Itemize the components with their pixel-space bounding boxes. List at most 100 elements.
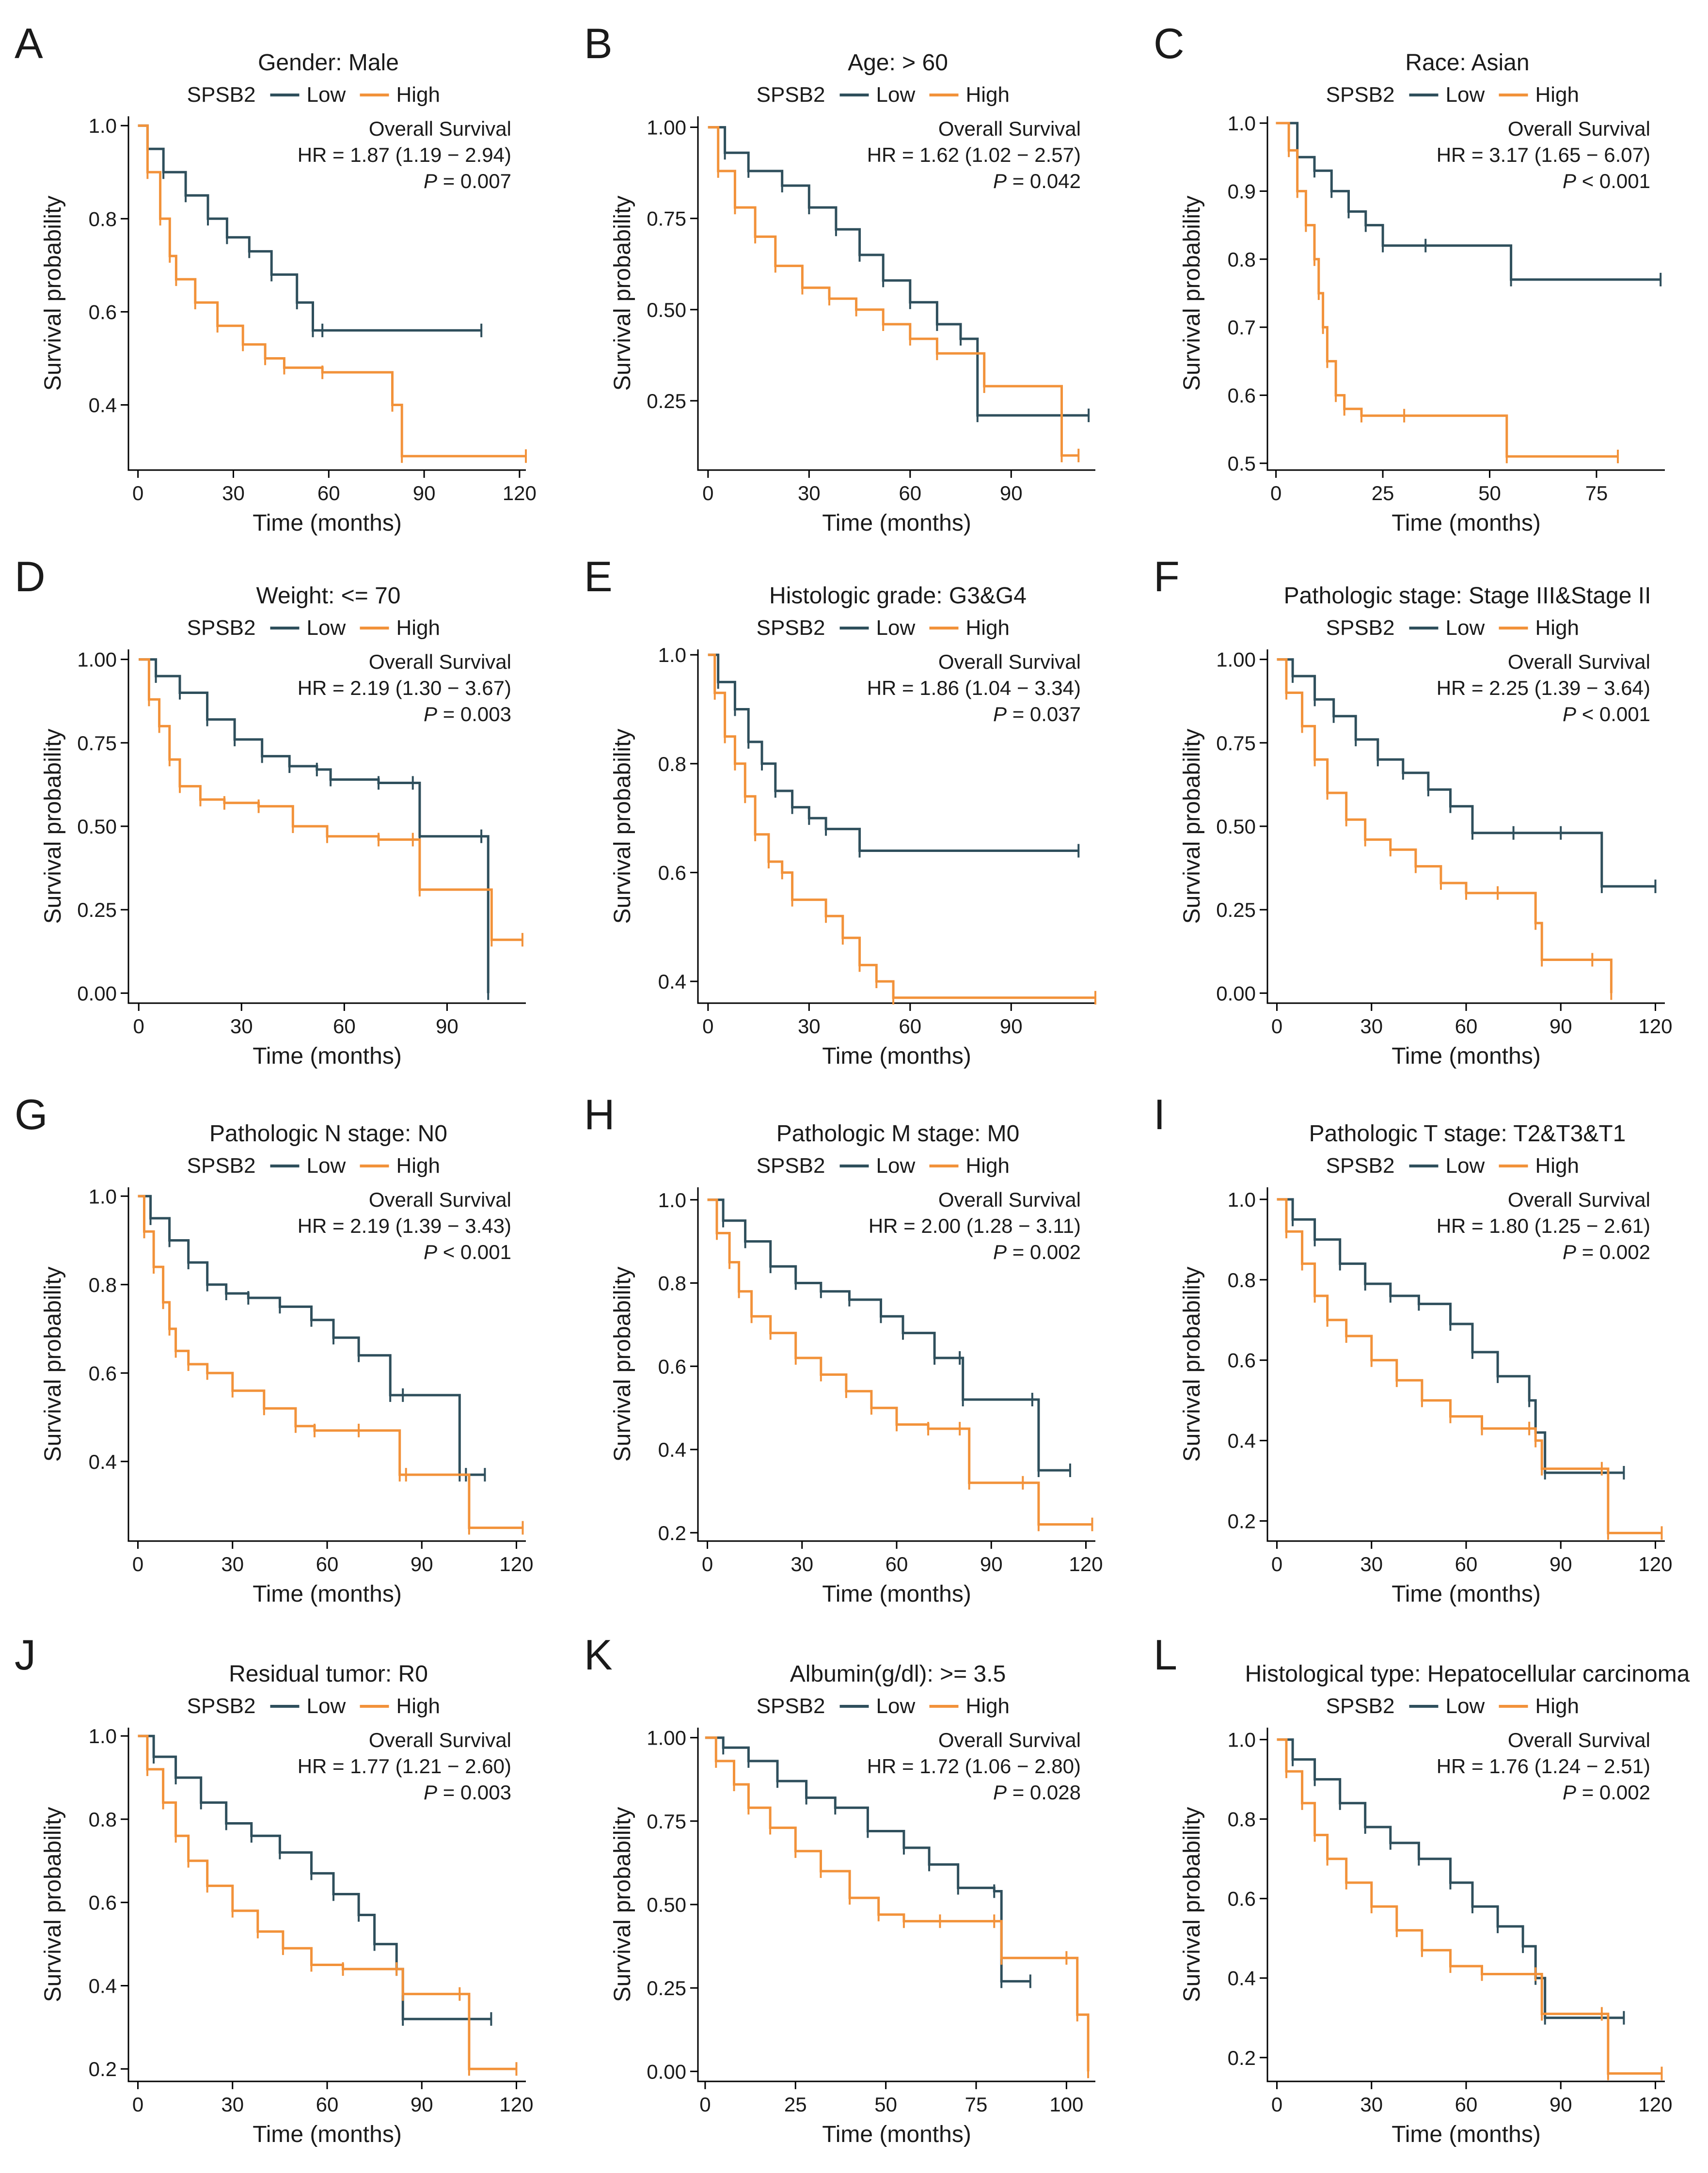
annotation-title: Overall Survival [369,1729,511,1751]
legend-title: SPSB2 [187,1694,256,1718]
legend: SPSB2 Low High [757,616,1010,640]
axes [697,116,1095,471]
y-tick-label: 0.75 [77,732,117,755]
legend-label-high: High [966,1694,1010,1718]
legend-title: SPSB2 [1326,1154,1395,1178]
p-value-text: = 0.002 [1576,1241,1650,1263]
series-line-high [1277,1738,1662,2075]
legend: SPSB2 Low High [757,1154,1010,1178]
legend: SPSB2 Low High [757,83,1010,107]
x-tick-label: 0 [702,1553,713,1575]
annotation-title: Overall Survival [938,1729,1081,1751]
axes [1266,1187,1665,1542]
hazard-ratio: HR = 1.86 (1.04 − 3.34) [867,677,1081,699]
p-symbol: P [993,703,1007,725]
x-tick-label: 0 [132,1553,143,1575]
x-tick-label: 0 [702,1015,713,1038]
x-axis-label: Time (months) [1392,2122,1541,2147]
p-value: P = 0.007 [424,170,511,192]
x-tick-label: 60 [899,1015,921,1038]
x-tick-label: 120 [499,2093,533,2116]
legend-label-high: High [1535,1154,1580,1178]
x-tick-label: 90 [1550,1015,1572,1038]
axes [697,1187,1095,1542]
p-value: P = 0.003 [424,1781,511,1804]
legend-label-high: High [1535,1694,1580,1718]
x-tick-label: 30 [1360,2093,1383,2116]
legend-label-high: High [1535,616,1580,640]
axes [1266,649,1665,1004]
p-symbol: P [424,1781,437,1804]
y-tick-label: 0.8 [1228,248,1256,271]
x-tick-label: 0 [1270,482,1281,504]
y-tick-label: 0.50 [1216,815,1256,838]
y-tick-label: 0.8 [1228,1269,1256,1291]
legend-label-low: Low [876,1694,916,1718]
x-axis-label: Time (months) [822,510,971,536]
hazard-ratio: HR = 1.77 (1.21 − 2.60) [298,1755,511,1778]
legend-label-high: High [966,1154,1010,1178]
p-symbol: P [424,170,437,192]
legend-title: SPSB2 [757,1694,825,1718]
legend-title: SPSB2 [757,1154,825,1178]
x-tick-label: 30 [230,1015,253,1038]
p-value: P = 0.002 [1563,1241,1650,1263]
annotation-title: Overall Survival [938,1188,1081,1211]
x-tick-label: 75 [1585,482,1608,504]
legend-title: SPSB2 [187,1154,256,1178]
legend: SPSB2 Low High [1326,616,1579,640]
panel-title: Albumin(g/dl): >= 3.5 [790,1661,1006,1687]
legend-title: SPSB2 [1326,616,1395,640]
annotation-title: Overall Survival [1508,1188,1650,1211]
panel-label: E [584,552,613,600]
x-tick-label: 60 [886,1553,908,1575]
y-tick-label: 1.0 [1228,1729,1256,1751]
panel-b: B Age: > 60 SPSB2 Low High 0 30 60 90 0.25 0.50 0.7… [584,19,1095,536]
panel-title: Weight: <= 70 [256,583,401,609]
x-axis-label: Time (months) [1392,1043,1541,1069]
series-line-high [138,1195,523,1529]
x-tick-label: 25 [784,2093,807,2116]
p-value: P = 0.037 [993,703,1081,725]
p-value-text: < 0.001 [1576,170,1650,192]
p-symbol: P [424,703,437,725]
y-tick-label: 0.00 [1216,982,1256,1005]
x-tick-label: 0 [132,2093,143,2116]
series-line-low [138,1195,485,1476]
p-value-text: = 0.002 [1007,1241,1081,1263]
y-tick-label: 0.6 [89,300,117,323]
legend: SPSB2 Low High [1326,83,1579,107]
series-line-low [138,1734,491,2020]
series-line-high [138,124,526,457]
x-tick-label: 30 [221,2093,244,2116]
series-line-low [1277,1738,1624,2019]
hazard-ratio: HR = 3.17 (1.65 − 6.07) [1437,143,1650,166]
series-line-low [1277,1198,1624,1474]
panel-j: J Residual tumor: R0 SPSB2 Low High 0 30 60 90 12… [15,1631,534,2147]
y-axis-label: Survival probability [40,1267,66,1462]
y-tick-label: 0.6 [1228,1888,1256,1910]
legend: SPSB2 Low High [187,83,440,107]
y-tick-label: 0.4 [658,1438,686,1461]
axes [127,1187,526,1542]
x-tick-label: 30 [1360,1553,1383,1575]
series-line-high [707,1198,1092,1526]
x-axis-label: Time (months) [822,1581,971,1607]
x-tick-label: 60 [899,482,921,504]
y-axis-label: Survival probability [1179,729,1205,924]
panel-h: H Pathologic M stage: M0 SPSB2 Low High 0 30 60… [584,1090,1103,1607]
x-tick-label: 90 [1550,1553,1572,1575]
x-tick-label: 60 [316,2093,339,2116]
y-tick-label: 0.00 [77,982,117,1005]
legend: SPSB2 Low High [1326,1694,1579,1718]
series-line-low [707,1198,1070,1472]
x-tick-label: 120 [1069,1553,1103,1575]
p-symbol: P [1563,703,1576,725]
x-tick-label: 75 [965,2093,988,2116]
annotation-title: Overall Survival [938,650,1081,673]
x-axis-label: Time (months) [253,2122,402,2147]
hazard-ratio: HR = 2.25 (1.39 − 3.64) [1437,677,1650,699]
p-value-text: < 0.001 [437,1241,511,1263]
